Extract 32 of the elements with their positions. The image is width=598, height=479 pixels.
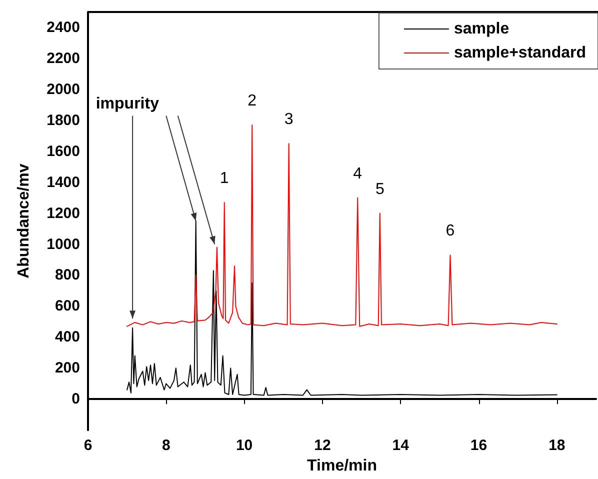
x-axis-title: Time/min xyxy=(307,458,377,474)
y-axis-title: Abundance/mv xyxy=(16,164,32,278)
y-tick-label: 0 xyxy=(72,390,80,408)
y-tick-label: 400 xyxy=(54,328,80,346)
annotation: impurity xyxy=(96,96,160,113)
y-tick-label: 1000 xyxy=(46,236,80,253)
x-tick-label: 12 xyxy=(314,437,331,454)
x-tick-label: 18 xyxy=(548,437,566,454)
legend-label: sample+standard xyxy=(454,44,586,62)
y-tick-label: 2200 xyxy=(46,50,80,67)
x-tick-label: 10 xyxy=(236,437,253,454)
x-tick-label: 8 xyxy=(162,437,170,454)
annotation: 1 xyxy=(220,170,229,187)
y-tick-label: 1600 xyxy=(46,142,80,160)
y-tick-label: 200 xyxy=(54,360,80,377)
y-tick-label: 600 xyxy=(54,298,80,315)
y-tick-label: 1800 xyxy=(46,112,80,129)
annotation: 3 xyxy=(284,111,294,128)
line-series xyxy=(126,124,558,327)
x-tick-label: 16 xyxy=(470,437,488,454)
x-tick-label: 6 xyxy=(84,437,92,454)
legend-label: sample xyxy=(454,20,510,38)
y-tick-label: 800 xyxy=(54,266,80,284)
y-tick-label: 1200 xyxy=(46,204,80,222)
y-tick-label: 1400 xyxy=(46,174,80,191)
annotation: 6 xyxy=(446,222,455,240)
x-tick-label: 14 xyxy=(392,437,410,454)
annotation: 5 xyxy=(375,180,384,198)
annotation: 4 xyxy=(353,165,362,182)
annotation: 2 xyxy=(248,92,257,110)
y-tick-label: 2000 xyxy=(46,80,80,98)
y-tick-label: 2400 xyxy=(46,18,80,36)
